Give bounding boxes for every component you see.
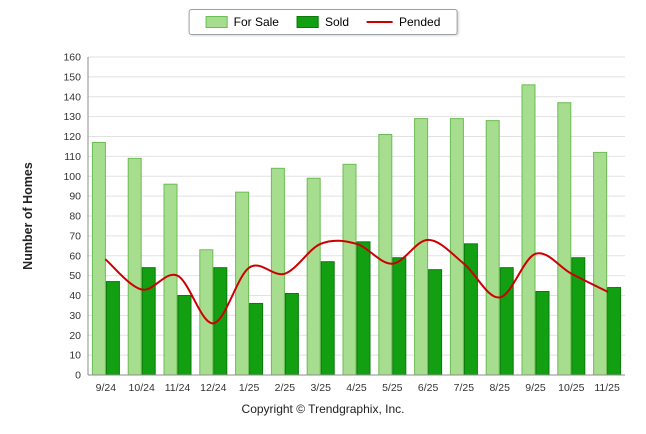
x-tick-label: 6/25 <box>418 382 439 394</box>
sold-bar <box>535 291 550 376</box>
for-sale-bar <box>449 118 464 376</box>
x-tick-label: 11/25 <box>594 382 620 394</box>
y-tick-label: 80 <box>69 211 81 223</box>
x-tick-label: 3/25 <box>310 382 331 394</box>
y-tick-label: 90 <box>69 191 81 203</box>
legend: For Sale Sold Pended <box>188 9 458 35</box>
legend-item-for-sale: For Sale <box>205 15 279 29</box>
x-tick-label: 9/25 <box>525 382 546 394</box>
y-tick-label: 120 <box>63 131 81 143</box>
legend-for-sale-label: For Sale <box>233 15 279 29</box>
legend-item-sold: Sold <box>296 15 350 29</box>
y-tick-label: 160 <box>63 52 81 64</box>
legend-sold-label: Sold <box>324 15 350 29</box>
y-tick-label: 150 <box>63 71 81 83</box>
y-tick-label: 40 <box>69 290 81 302</box>
y-tick-label: 20 <box>69 330 81 342</box>
sold-bar <box>141 267 156 376</box>
for-sale-bar <box>306 177 321 376</box>
x-tick-label: 2/25 <box>275 382 296 394</box>
y-tick-label: 110 <box>64 151 81 163</box>
x-tick-label: 5/25 <box>382 382 403 394</box>
for-sale-bar <box>485 120 500 376</box>
sold-bar <box>499 267 514 376</box>
y-tick-label: 50 <box>69 270 81 282</box>
y-axis-title: Number of Homes <box>21 162 35 270</box>
legend-item-pended: Pended <box>367 15 440 29</box>
chart-canvas: 0 10 20 30 40 50 60 70 80 90 100 110 120 130 140 150 160… <box>21 52 625 394</box>
y-tick-label: 140 <box>63 91 81 103</box>
sold-bar <box>320 261 335 376</box>
sold-bar <box>428 269 443 376</box>
x-tick-label: 12/24 <box>200 382 226 394</box>
x-tick-label: 7/25 <box>454 382 475 394</box>
for-sale-swatch-icon <box>205 16 228 28</box>
for-sale-bar <box>127 157 142 376</box>
sold-bar <box>392 257 407 376</box>
y-tick-label: 0 <box>75 370 81 382</box>
x-tick-label: 4/25 <box>346 382 367 394</box>
for-sale-bar <box>378 134 393 376</box>
sold-bar <box>105 281 120 376</box>
for-sale-bar <box>342 163 357 376</box>
x-tick-label: 1/25 <box>239 382 260 394</box>
legend-pended-label: Pended <box>399 15 441 29</box>
sold-bar <box>607 287 622 376</box>
pended-line-swatch-icon <box>367 21 394 23</box>
x-tick-label: 10/24 <box>129 382 155 394</box>
x-tick-label: 10/25 <box>558 382 584 394</box>
for-sale-bar <box>521 84 536 376</box>
pended-line <box>104 238 609 325</box>
sold-bar <box>463 243 478 376</box>
y-tick-label: 100 <box>63 171 81 183</box>
sold-bar <box>356 241 371 376</box>
copyright-text: Copyright © Trendgraphix, Inc. <box>241 402 405 416</box>
sold-bar <box>177 295 192 376</box>
y-tick-label: 70 <box>69 230 81 242</box>
x-tick-label: 9/24 <box>96 382 117 394</box>
for-sale-bar <box>91 141 106 376</box>
x-tick-label: 11/24 <box>165 382 191 394</box>
for-sale-bar <box>593 151 608 376</box>
y-tick-label: 130 <box>63 111 81 123</box>
sold-bar <box>249 302 264 376</box>
y-tick-label: 10 <box>69 350 81 362</box>
x-tick-label: 8/25 <box>489 382 510 394</box>
for-sale-bar <box>163 183 178 376</box>
y-tick-label: 30 <box>69 310 81 322</box>
for-sale-bar <box>557 102 572 376</box>
y-tick-label: 60 <box>69 250 81 262</box>
sold-swatch-icon <box>296 16 319 28</box>
sold-bar <box>284 293 299 376</box>
